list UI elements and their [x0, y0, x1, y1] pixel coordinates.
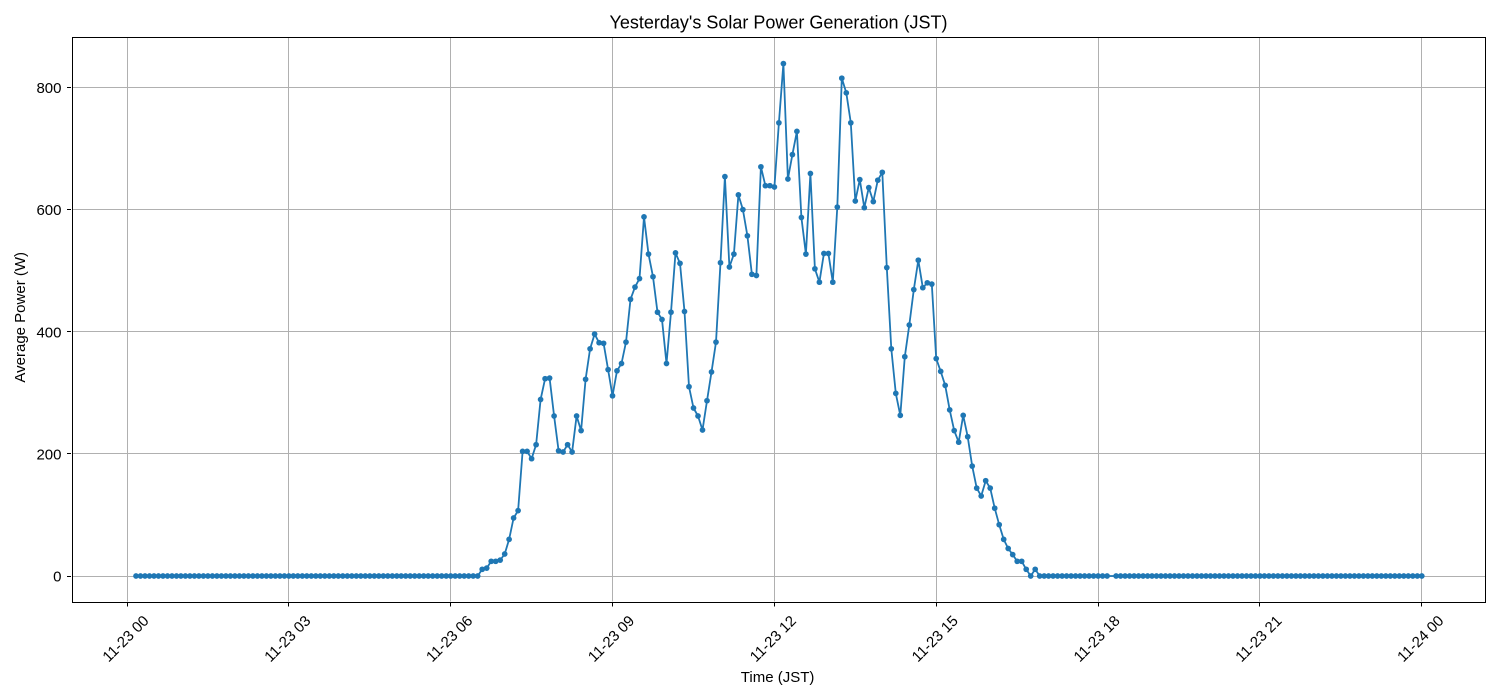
svg-text:Yesterday's Solar Power Genera: Yesterday's Solar Power Generation (JST) [610, 13, 948, 33]
svg-text:Average Power (W): Average Power (W) [12, 252, 29, 383]
svg-text:0: 0 [53, 569, 61, 586]
svg-text:400: 400 [36, 324, 61, 341]
svg-text:200: 200 [36, 446, 61, 463]
svg-text:800: 800 [36, 80, 61, 97]
svg-text:600: 600 [36, 202, 61, 219]
svg-text:Time (JST): Time (JST) [741, 669, 815, 686]
